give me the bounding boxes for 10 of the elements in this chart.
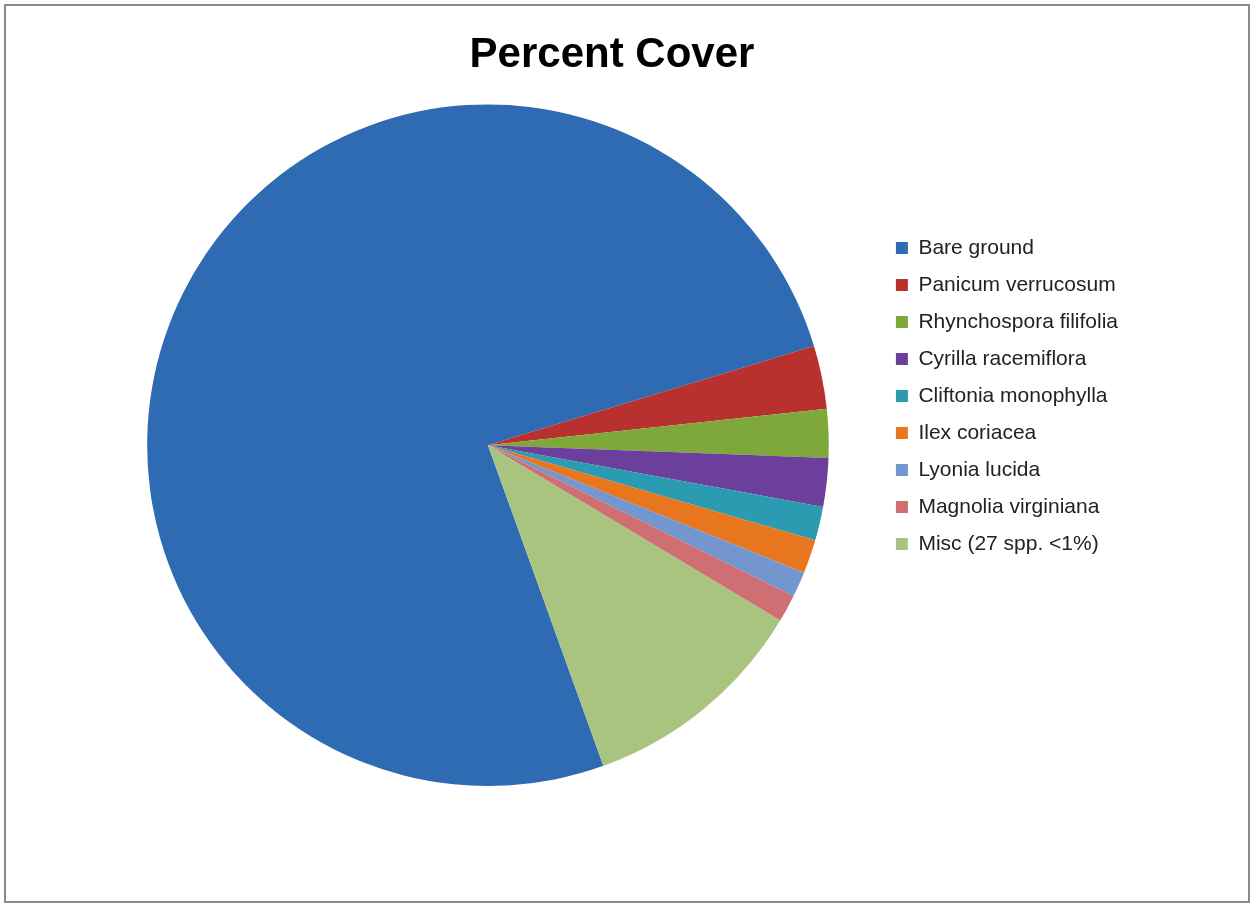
legend-label: Panicum verrucosum bbox=[918, 271, 1116, 295]
legend-label: Magnolia virginiana bbox=[918, 493, 1100, 517]
legend-label: Ilex coriacea bbox=[918, 419, 1037, 443]
legend-label: Lyonia lucida bbox=[918, 456, 1041, 480]
legend-label: Bare ground bbox=[918, 234, 1034, 258]
chart-title: Percent Cover bbox=[469, 28, 755, 76]
legend-label: Cliftonia monophylla bbox=[918, 382, 1108, 406]
legend-label: Cyrilla racemiflora bbox=[918, 345, 1087, 369]
legend-label: Misc (27 spp. <1%) bbox=[918, 530, 1099, 554]
legend-label: Rhynchospora filifolia bbox=[918, 308, 1119, 332]
